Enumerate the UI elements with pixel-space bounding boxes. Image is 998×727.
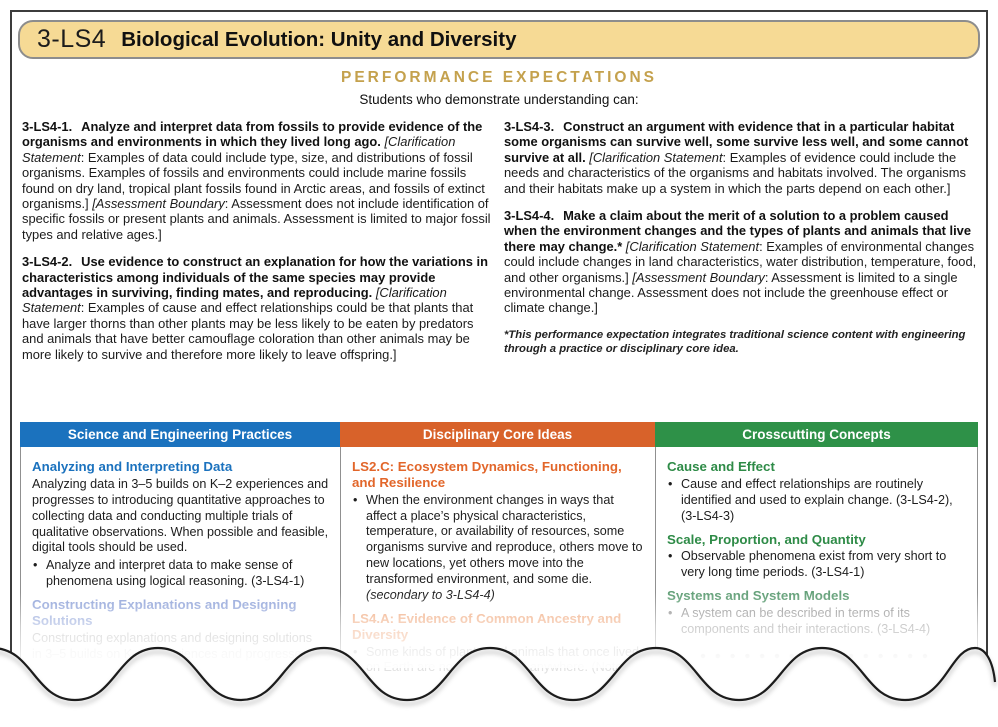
clarification-text: : Examples of evidence could include the… [504,149,966,196]
core-idea-text-faint: on Earth are no longer found anywhere. (… [366,660,626,675]
assessment-boundary-text: : Assessment is limited to a single envi… [504,269,958,316]
crosscutting-bullet-faded: A system can be described in terms of it… [667,606,968,638]
core-idea-heading: LS2.C: Ecosystem Dynamics, Functioning, … [352,459,622,490]
pe-code: 3-LS4-1. [22,119,73,134]
assessment-boundary-label: [Assessment Boundary [632,269,765,285]
clarification-label: [Clarification Statement [622,238,760,254]
engineering-integration-footnote: *This performance expectation integrates… [504,328,966,356]
performance-expectations-heading: PERFORMANCE EXPECTATIONS [341,69,657,86]
performance-expectations-intro: Students who demonstrate understanding c… [359,92,639,107]
pe-item-3-LS4-1: 3-LS4-1. Analyze and interpret data from … [22,119,492,242]
practice-heading: Analyzing and Interpreting Data [32,459,233,474]
clarification-label: [Clarification Statement [585,149,723,165]
pe-item-3-LS4-2: 3-LS4-2. Use evidence to construct an exp… [22,254,492,362]
pe-item-3-LS4-4: 3-LS4-4. Make a claim about the merit of … [504,208,978,316]
assessment-boundary-text: : Assessment does not include identifica… [22,196,491,242]
practice-description-faded: Constructing explanations and designing … [32,630,313,645]
foundations-table: Science and Engineering Practices Analyz… [20,422,978,700]
clarification-label: [Clarification Statement [22,285,447,316]
practices-column-body: Analyzing and Interpreting Data Analyzin… [20,447,340,700]
pe-code: 3-LS4-3. [504,119,555,134]
column-crosscutting-concepts: Crosscutting Concepts Cause and Effect C… [655,422,978,700]
crosscutting-bullet: Observable phenomena exist from very sho… [667,549,968,581]
practice-bullet: Analyze and interpret data to make sense… [32,558,331,590]
crosscutting-bullet: Cause and effect relationships are routi… [667,477,968,525]
standard-title: Biological Evolution: Unity and Diversit… [121,27,517,51]
pe-code: 3-LS4-2. [22,254,73,270]
core-idea-bullet-faded: Some kinds of plants and animals that on… [352,645,646,677]
core-idea-text-faded: Some kinds of plants and animals that on… [366,644,640,659]
pe-statement: Use evidence to construct an explanation… [22,254,489,301]
crosscutting-column-body: Cause and Effect Cause and effect relati… [655,447,978,700]
pe-statement: Construct an argument with evidence that… [504,119,969,165]
pe-statement: Make a claim about the merit of a soluti… [504,208,972,254]
core-idea-bullet: When the environment changes in ways tha… [352,493,646,604]
clarification-label: [Clarification Statement [22,134,456,165]
practice-description: Analyzing data in 3–5 builds on K–2 expe… [32,476,329,555]
pe-column-right: 3-LS4-3. Construct an argument with evide… [504,119,978,356]
fade-dots [698,651,937,660]
column-disciplinary-core-ideas: Disciplinary Core Ideas LS2.C: Ecosystem… [340,422,655,700]
core-ideas-column-body: LS2.C: Ecosystem Dynamics, Functioning, … [340,447,655,700]
practices-column-header: Science and Engineering Practices [20,422,340,447]
crosscutting-heading: Cause and Effect [667,459,775,474]
practice-heading-faded: Constructing Explanations and Designing … [32,597,297,628]
crosscutting-heading-faded: Systems and System Models [667,588,850,604]
pe-column-left: 3-LS4-1. Analyze and interpret data from … [22,119,492,374]
core-idea-heading-faded: LS4.A: Evidence of Common Ancestry and D… [352,610,622,642]
standard-code: 3-LS4 [37,25,107,53]
core-idea-text: When the environment changes in ways tha… [366,492,643,587]
standard-title-banner: 3-LS4 Biological Evolution: Unity and Di… [18,20,980,59]
practice-description-faint: in 3–5 builds on K–2 experiences and pro… [32,646,308,661]
crosscutting-heading: Scale, Proportion, and Quantity [667,531,866,547]
clarification-text: : Examples of cause and effect relations… [22,300,474,362]
pe-statement: Analyze and interpret data from fossils … [22,119,483,150]
secondary-reference: (secondary to 3-LS4-4) [366,588,495,603]
core-ideas-column-header: Disciplinary Core Ideas [340,422,655,447]
crosscutting-column-header: Crosscutting Concepts [655,422,978,447]
column-science-engineering-practices: Science and Engineering Practices Analyz… [20,422,340,700]
clarification-text: : Examples of environmental changes coul… [504,238,977,285]
pe-code: 3-LS4-4. [504,208,555,224]
pe-item-3-LS4-3: 3-LS4-3. Construct an argument with evide… [504,119,978,196]
clarification-text: : Examples of data could include type, s… [22,149,485,212]
assessment-boundary-label: [Assessment Boundary [92,196,225,212]
